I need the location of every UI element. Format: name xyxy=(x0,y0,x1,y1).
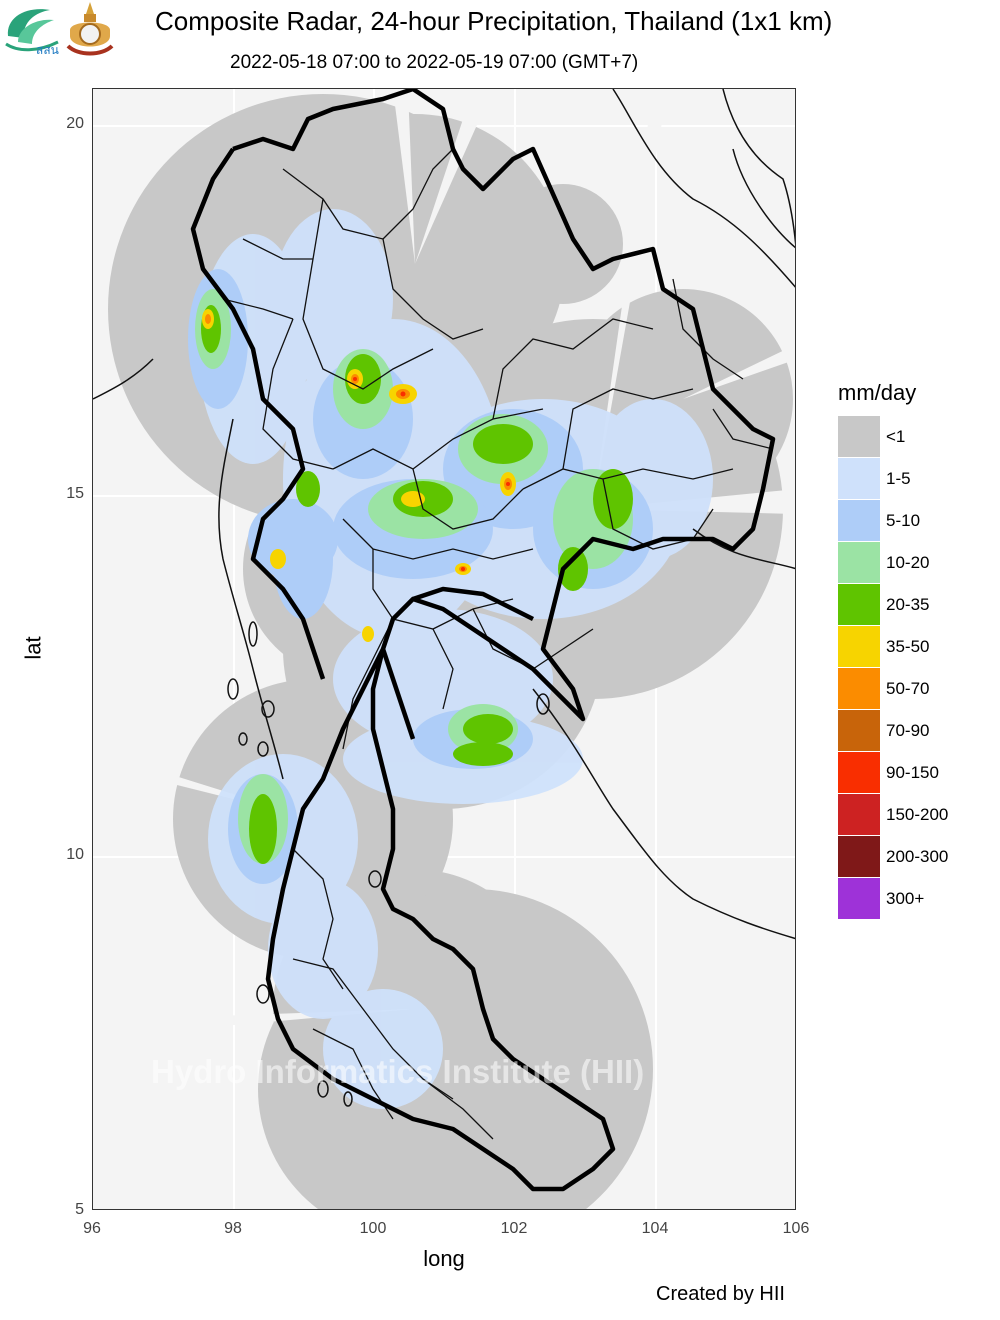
legend-label: 70-90 xyxy=(886,721,930,740)
radar-map xyxy=(93,89,795,1209)
province-boundaries xyxy=(222,148,774,1140)
islands xyxy=(227,621,550,1107)
legend-label: 50-70 xyxy=(886,679,930,698)
y-tick-10: 10 xyxy=(66,846,84,863)
legend-rows: <1 1-5 5-10 10-20 20-35 35-50 50-70 70-90 90-150… xyxy=(838,416,988,920)
legend-label: 90-150 xyxy=(886,763,939,782)
x-tick-98: 98 xyxy=(224,1220,242,1237)
y-tick-5: 5 xyxy=(75,1201,84,1218)
x-tick-106: 106 xyxy=(782,1220,810,1237)
legend-swatch xyxy=(838,416,880,458)
legend-label: 35-50 xyxy=(886,637,930,656)
credit-text: Created by HII xyxy=(656,1283,785,1305)
legend-swatch xyxy=(838,626,880,668)
hii-logo: สสน xyxy=(2,2,64,58)
hii-logo-text: สสน xyxy=(36,43,59,57)
legend-label: 150-200 xyxy=(886,805,949,824)
legend-swatch xyxy=(838,542,880,584)
legend-swatch xyxy=(838,458,880,500)
legend-label: 200-300 xyxy=(886,847,949,866)
legend-label: 20-35 xyxy=(886,595,930,614)
legend-swatch xyxy=(838,794,880,836)
legend-item: 20-35 xyxy=(838,584,988,626)
legend-swatch xyxy=(838,710,880,752)
y-tick-20: 20 xyxy=(66,115,84,132)
legend-item: 35-50 xyxy=(838,626,988,668)
legend: mm/day <1 1-5 5-10 10-20 20-35 35-50 50-70 70-9… xyxy=(838,380,988,920)
legend-swatch xyxy=(838,584,880,626)
legend-label: 300+ xyxy=(886,889,925,908)
watermark-text: Hydro Informatics Institute (HII) xyxy=(151,1053,645,1090)
legend-swatch xyxy=(838,752,880,794)
legend-item: 300+ xyxy=(838,878,988,920)
legend-item: 1-5 xyxy=(838,458,988,500)
legend-item: 10-20 xyxy=(838,542,988,584)
legend-item: 150-200 xyxy=(838,794,988,836)
y-axis-title: lat xyxy=(20,636,46,660)
legend-item: 5-10 xyxy=(838,500,988,542)
x-tick-96: 96 xyxy=(83,1220,101,1237)
thailand-border xyxy=(190,89,776,1192)
legend-item: 200-300 xyxy=(838,836,988,878)
royal-emblem-logo xyxy=(64,0,116,60)
legend-item: 90-150 xyxy=(838,752,988,794)
radar-map-panel: Hydro Informatics Institute (HII) xyxy=(92,88,796,1210)
page-title: Composite Radar, 24-hour Precipitation, … xyxy=(155,6,833,36)
legend-item: 70-90 xyxy=(838,710,988,752)
legend-label: 1-5 xyxy=(886,469,911,488)
legend-swatch xyxy=(838,668,880,710)
legend-label: 10-20 xyxy=(886,553,930,572)
x-tick-100: 100 xyxy=(359,1220,387,1237)
legend-item: 50-70 xyxy=(838,668,988,710)
rain-20-35 xyxy=(201,305,633,864)
x-axis-title: long xyxy=(423,1246,465,1271)
legend-swatch xyxy=(838,836,880,878)
legend-swatch xyxy=(838,878,880,920)
legend-title: mm/day xyxy=(838,380,917,405)
x-tick-102: 102 xyxy=(500,1220,528,1237)
date-range-text: 2022-05-18 07:00 to 2022-05-19 07:00 (GM… xyxy=(230,52,639,73)
legend-label: <1 xyxy=(886,427,906,446)
legend-swatch xyxy=(838,500,880,542)
rain-90-150 xyxy=(353,377,510,571)
coastline-borders xyxy=(93,89,795,940)
x-tick-104: 104 xyxy=(641,1220,669,1237)
legend-label: 5-10 xyxy=(886,511,921,530)
legend-item: <1 xyxy=(838,416,988,458)
y-tick-15: 15 xyxy=(66,485,84,502)
